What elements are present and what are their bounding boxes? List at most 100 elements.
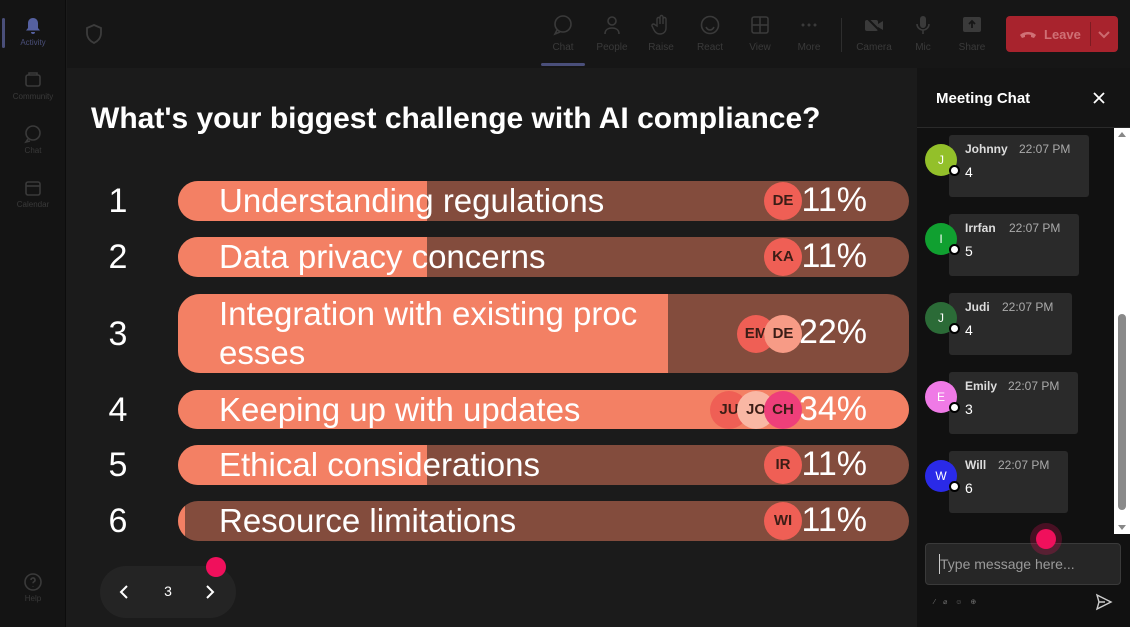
toolbar-chat-button[interactable]: Chat (541, 10, 585, 66)
poll-option-percent: 22% (798, 313, 867, 351)
toolbar-button-label: Share (958, 42, 986, 53)
meeting-toolbar: Chat People Raise React View More Camera… (67, 0, 1130, 68)
rail-item-calendar[interactable]: Calendar (0, 170, 66, 220)
close-icon[interactable] (1091, 90, 1107, 106)
rail-item-help[interactable]: Help (0, 564, 66, 614)
message-text: 6 (965, 480, 973, 496)
chat-header: Meeting Chat (917, 68, 1130, 128)
message-text: 4 (965, 322, 973, 338)
rail-item-community[interactable]: Community (0, 62, 66, 112)
poll-option-bar[interactable]: Ethical considerations 11% IR (178, 445, 909, 485)
chevron-down-icon[interactable] (1096, 26, 1112, 42)
message-bubble: Johnny 22:07 PM 4 (949, 135, 1089, 197)
option-number: 6 (108, 502, 128, 540)
rail-item-label: Help (24, 594, 42, 603)
poll-option-fill (178, 445, 427, 485)
option-number: 5 (108, 446, 128, 484)
voter-avatar: DE (764, 182, 802, 220)
grid-icon (751, 16, 769, 34)
format-tools[interactable]: ⁄ ⌀ ☺ ⊕ (934, 599, 980, 606)
rail-item-label: Activity (20, 38, 46, 47)
send-icon[interactable] (1095, 593, 1113, 611)
smile-icon (700, 15, 720, 35)
message-author: Will (965, 458, 987, 472)
chat-message-list: Johnny 22:07 PM 4 J Irrfan 22:07 PM 5 I Judi 22:0… (917, 128, 1130, 534)
poll-option-percent: 34% (798, 390, 867, 428)
toolbar-react-button[interactable]: React (688, 10, 732, 62)
message-bubble: Irrfan 22:07 PM 5 (949, 214, 1079, 276)
poll-option-bar[interactable]: Resource limitations 11% WI (178, 501, 909, 541)
chat-message-input[interactable] (925, 543, 1121, 585)
rail-item-label: Community (12, 92, 54, 101)
app-rail: Activity Community Chat Calendar Help (0, 0, 66, 627)
shield-icon (86, 24, 102, 44)
message-text: 5 (965, 243, 973, 259)
toolbar-button-label: Chat (552, 42, 574, 53)
message-author: Emily (965, 379, 998, 393)
presence-status-icon (949, 165, 960, 176)
presence-status-icon (949, 323, 960, 334)
poll-option-fill (178, 501, 186, 541)
presence-status-icon (949, 244, 960, 255)
toolbar-button-label: React (696, 42, 724, 53)
toolbar-divider (841, 18, 842, 52)
poll-option-label: Resource limitations (219, 502, 517, 539)
chat-message: Emily 22:07 PM 3 E (925, 372, 1078, 434)
more-icon (801, 23, 817, 27)
chat-message: Johnny 22:07 PM 4 J (925, 135, 1089, 197)
toolbar-button-label: People (596, 42, 628, 53)
chevron-right-icon[interactable] (200, 583, 218, 601)
meeting-chat-panel: Meeting Chat Johnny 22:07 PM 4 J Irrfan 22:07… (917, 68, 1130, 627)
toolbar-more-button[interactable]: More (787, 10, 831, 62)
message-text: 3 (965, 401, 973, 417)
leave-button[interactable]: Leave (1006, 16, 1118, 52)
message-timestamp: 22:07 PM (1019, 142, 1071, 156)
message-timestamp: 22:07 PM (1008, 379, 1060, 393)
message-text: 4 (965, 164, 973, 180)
message-bubble: Judi 22:07 PM 4 (949, 293, 1072, 355)
poll-question: What's your biggest challenge with AI co… (91, 102, 821, 135)
poll-option-label: Integration with existing proc (219, 295, 638, 332)
people-icon (604, 16, 620, 35)
toolbar-people-button[interactable]: People (590, 10, 634, 62)
scrollbar-thumb[interactable] (1118, 314, 1126, 510)
poll-option-percent: 11% (801, 501, 867, 539)
message-bubble: Will 22:07 PM 6 (949, 451, 1068, 513)
toolbar-button-label: Mic (915, 42, 931, 53)
chat-scrollbar[interactable] (1114, 128, 1130, 534)
chat-icon (24, 125, 41, 144)
message-author: Judi (965, 300, 990, 314)
option-number: 2 (108, 238, 128, 276)
poll-option-fill (178, 294, 668, 373)
poll-option-bar[interactable]: Understanding regulations 11% DE (178, 181, 909, 221)
community-icon (25, 72, 41, 87)
leave-button-label: Leave (1044, 27, 1081, 42)
voter-avatar: DE (764, 314, 802, 353)
share-icon (963, 17, 981, 32)
poll-option-bar[interactable]: Keeping up with updates 34% JU JO CH (178, 390, 909, 429)
voter-avatar: KA (764, 238, 802, 276)
toolbar-raise-button[interactable]: Raise (639, 10, 683, 62)
toolbar-view-button[interactable]: View (738, 10, 782, 62)
poll-option-bar[interactable]: Data privacy concerns 11% KA (178, 237, 909, 277)
help-icon (24, 573, 42, 591)
message-timestamp: 22:07 PM (998, 458, 1050, 472)
text-cursor (939, 554, 940, 574)
chevron-left-icon[interactable] (116, 583, 134, 601)
page-number: 3 (164, 583, 172, 599)
poll-option-label: Understanding regulations (219, 182, 605, 219)
message-timestamp: 22:07 PM (1009, 221, 1061, 235)
rail-item-activity[interactable]: Activity (0, 8, 66, 58)
chat-message: Judi 22:07 PM 4 J (925, 293, 1072, 355)
toolbar-camera-button[interactable]: Camera (852, 10, 896, 62)
message-bubble: Emily 22:07 PM 3 (949, 372, 1078, 434)
poll-option-percent: 11% (801, 445, 867, 483)
poll-option-bar[interactable]: Integration with existing proc esses 22% EM… (178, 294, 909, 373)
toolbar-mic-button[interactable]: Mic (901, 10, 945, 62)
toolbar-share-button[interactable]: Share (950, 10, 994, 62)
rail-item-label: Chat (24, 146, 42, 155)
presence-status-icon (949, 481, 960, 492)
voter-avatar: WI (764, 502, 802, 540)
toolbar-button-label: More (797, 42, 821, 53)
rail-item-chat[interactable]: Chat (0, 116, 66, 166)
